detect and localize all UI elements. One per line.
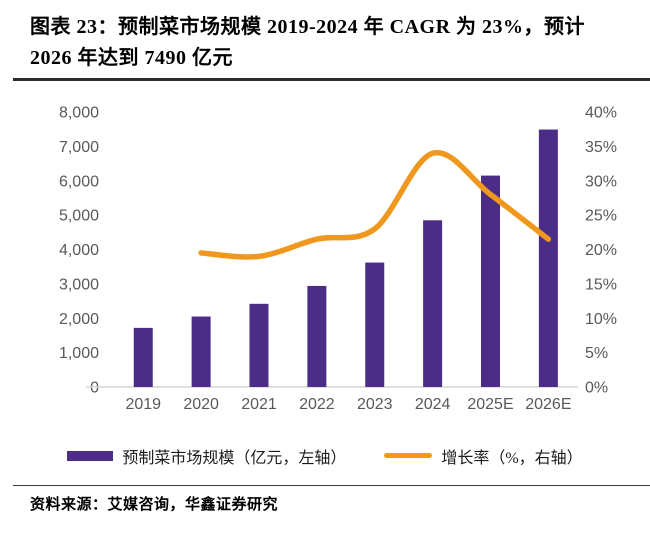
source-separator (13, 484, 650, 486)
svg-text:2,000: 2,000 (59, 310, 99, 327)
svg-text:15%: 15% (585, 276, 617, 293)
svg-text:2026E: 2026E (525, 396, 571, 413)
svg-text:2025E: 2025E (467, 396, 513, 413)
svg-text:0%: 0% (585, 379, 608, 396)
legend-item-market-size: 预制菜市场规模（亿元，左轴） (67, 444, 346, 468)
svg-text:2023: 2023 (357, 396, 393, 413)
svg-text:40%: 40% (585, 104, 617, 121)
chart-area: 0 1,000 2,000 3,000 4,000 5,000 6,000 7,000 8,00… (0, 86, 650, 426)
svg-text:30%: 30% (585, 173, 617, 190)
page-title: 图表 23：预制菜市场规模 2019-2024 年 CAGR 为 23%，预计 … (30, 12, 634, 74)
y-axis-left-ticks: 0 1,000 2,000 3,000 4,000 5,000 6,000 7,000 8,00… (59, 104, 99, 396)
y-axis-right-ticks: 0% 5% 10% 15% 20% 25% 30% 35% 40% (585, 104, 617, 396)
market-size-growth-combo-chart: 0 1,000 2,000 3,000 4,000 5,000 6,000 7,000 8,00… (59, 104, 617, 413)
bar-series-swatch-icon (67, 450, 114, 461)
chart-legend: 预制菜市场规模（亿元，左轴） 增长率（%，右轴） (0, 444, 650, 468)
svg-text:25%: 25% (585, 207, 617, 224)
x-axis-labels: 2019 2020 2021 2022 2023 2024 2025E 2026E (125, 396, 571, 413)
svg-text:3,000: 3,000 (59, 276, 99, 293)
page-title-line1: 图表 23：预制菜市场规模 2019-2024 年 CAGR 为 23%，预计 (30, 16, 586, 38)
svg-text:2024: 2024 (415, 396, 451, 413)
legend-label-market-size: 预制菜市场规模（亿元，左轴） (122, 449, 347, 467)
svg-text:0: 0 (90, 379, 99, 396)
title-separator (13, 78, 650, 81)
svg-text:10%: 10% (585, 310, 617, 327)
figure: 图表 23：预制菜市场规模 2019-2024 年 CAGR 为 23%，预计 … (0, 12, 650, 533)
bar-series (133, 129, 558, 387)
svg-text:2019: 2019 (125, 396, 161, 413)
svg-text:2021: 2021 (241, 396, 277, 413)
growth-rate-line (198, 149, 552, 260)
svg-text:4,000: 4,000 (59, 242, 99, 259)
svg-text:6,000: 6,000 (59, 173, 99, 190)
source-note: 资料来源：艾媒咨询，华鑫证券研究 (30, 497, 279, 513)
svg-text:1,000: 1,000 (59, 345, 99, 362)
svg-text:7,000: 7,000 (59, 138, 99, 155)
svg-text:2022: 2022 (299, 396, 335, 413)
page-title-line2: 2026 年达到 7490 亿元 (30, 47, 233, 69)
svg-text:2020: 2020 (183, 396, 219, 413)
svg-text:35%: 35% (585, 138, 617, 155)
svg-text:8,000: 8,000 (59, 104, 99, 121)
svg-text:20%: 20% (585, 242, 617, 259)
svg-text:5,000: 5,000 (59, 207, 99, 224)
legend-label-growth-rate: 增长率（%，右轴） (441, 449, 583, 467)
svg-text:5%: 5% (585, 345, 608, 362)
line-series-swatch-icon (384, 453, 433, 458)
legend-item-growth-rate: 增长率（%，右轴） (384, 444, 583, 468)
